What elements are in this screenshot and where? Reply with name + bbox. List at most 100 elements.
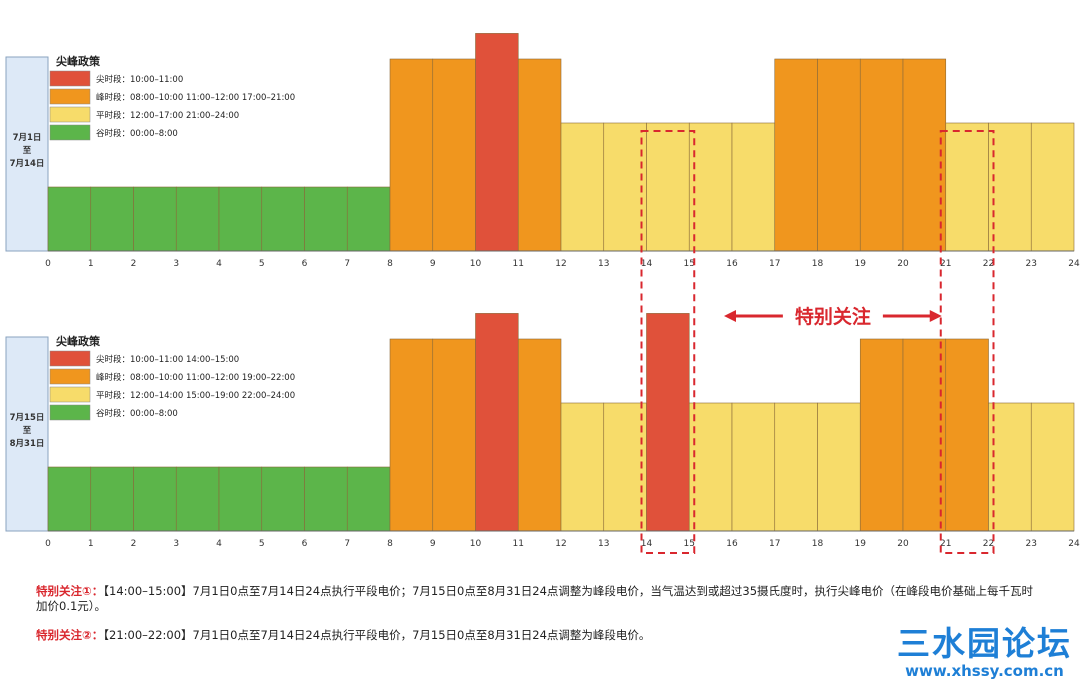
bar-hour-4	[218, 186, 263, 252]
x-tick-label: 0	[45, 259, 51, 269]
bar-hour-16	[731, 402, 776, 532]
annotation-arrow-left-head	[724, 310, 736, 322]
bar-hour-9	[432, 338, 476, 532]
bar-hour-18	[817, 402, 861, 532]
note-1-label: 特别关注①：	[36, 584, 104, 598]
bar-hour-13	[603, 122, 647, 252]
x-tick-label: 14	[641, 259, 653, 269]
x-tick-label: 6	[302, 259, 308, 269]
bar-hour-0	[47, 466, 92, 532]
legend-label-peak_top: 尖时段：10:00–11:00	[96, 74, 183, 85]
bar-hour-13	[603, 402, 647, 532]
x-tick-label: 23	[1026, 539, 1037, 549]
x-tick-label: 22	[983, 539, 994, 549]
bar-hour-22	[988, 122, 1032, 252]
bar-hour-3	[175, 186, 220, 252]
bar-hour-23	[1030, 122, 1075, 252]
bar-hour-20	[902, 338, 947, 532]
bar-hour-11	[517, 58, 562, 252]
period-label-line: 7月1日	[13, 133, 42, 143]
bar-hour-5	[261, 466, 305, 532]
bar-hour-1	[90, 466, 134, 532]
x-tick-label: 2	[131, 539, 137, 549]
legend-label-peak: 峰时段：08:00–10:00 11:00–12:00 17:00–21:00	[96, 92, 295, 103]
bar-hour-22	[988, 402, 1032, 532]
bar-hour-23	[1030, 402, 1075, 532]
watermark: 三水园论坛 www.xhssy.com.cn	[897, 624, 1072, 681]
note-2: 特别关注②：【21:00–22:00】7月1日0点至7月14日24点执行平段电价…	[36, 628, 1036, 643]
x-tick-label: 15	[684, 259, 695, 269]
bar-hour-7	[346, 186, 391, 252]
bar-hour-14	[646, 313, 690, 532]
watermark-brand: 三水园论坛	[897, 624, 1072, 663]
bar-hour-4	[218, 466, 263, 532]
note-2-label: 特别关注②：	[36, 628, 104, 642]
note-2-text: 【21:00–22:00】7月1日0点至7月14日24点执行平段电价，7月15日…	[103, 628, 651, 642]
x-tick-label: 15	[684, 539, 695, 549]
bar-hour-9	[432, 58, 476, 252]
notes-section: 特别关注①：【14:00–15:00】7月1日0点至7月14日24点执行平段电价…	[36, 584, 1036, 657]
x-tick-label: 12	[555, 539, 566, 549]
bar-hour-17	[774, 58, 818, 252]
bar-hour-6	[304, 466, 348, 532]
x-tick-label: 23	[1026, 259, 1037, 269]
legend-label-peak: 峰时段：08:00–10:00 11:00–12:00 19:00–22:00	[96, 372, 295, 383]
bar-hour-8	[389, 338, 434, 532]
x-tick-label: 11	[513, 259, 524, 269]
bar-hour-5	[261, 186, 305, 252]
x-tick-label: 7	[344, 539, 350, 549]
x-tick-label: 11	[513, 539, 524, 549]
panel-title: 尖峰政策	[56, 54, 101, 68]
x-tick-label: 20	[897, 539, 909, 549]
watermark-url: www.xhssy.com.cn	[905, 662, 1064, 680]
legend-swatch-valley	[49, 404, 91, 421]
x-tick-label: 3	[173, 539, 179, 549]
legend-label-flat: 平时段：12:00–17:00 21:00–24:00	[96, 110, 239, 121]
legend-label-peak_top: 尖时段：10:00–11:00 14:00–15:00	[96, 354, 239, 365]
x-tick-label: 9	[430, 539, 436, 549]
bar-hour-7	[346, 466, 391, 532]
note-1: 特别关注①：【14:00–15:00】7月1日0点至7月14日24点执行平段电价…	[36, 584, 1036, 614]
x-tick-label: 10	[470, 539, 482, 549]
legend-swatch-flat	[49, 386, 91, 403]
legend-swatch-peak_top	[49, 350, 91, 367]
bar-hour-19	[859, 58, 904, 252]
x-tick-label: 1	[88, 259, 94, 269]
highlight-box-1	[640, 130, 696, 554]
highlight-box-2	[939, 130, 995, 554]
bar-hour-1	[90, 186, 134, 252]
x-tick-label: 22	[983, 259, 994, 269]
period-box	[5, 56, 49, 252]
x-tick-label: 16	[726, 259, 738, 269]
bar-hour-10	[475, 313, 519, 532]
bar-hour-18	[817, 58, 861, 252]
x-tick-label: 8	[387, 259, 393, 269]
bar-hour-10	[475, 33, 519, 252]
x-tick-label: 8	[387, 539, 393, 549]
legend-swatch-peak_top	[49, 70, 91, 87]
bar-hour-15	[688, 402, 733, 532]
x-tick-label: 4	[216, 539, 222, 549]
bar-hour-0	[47, 186, 92, 252]
x-tick-label: 14	[641, 539, 653, 549]
x-tick-label: 13	[598, 259, 609, 269]
x-tick-label: 10	[470, 259, 482, 269]
x-tick-label: 3	[173, 259, 179, 269]
bar-hour-12	[560, 402, 605, 532]
x-tick-label: 7	[344, 259, 350, 269]
period-label-line: 至	[23, 146, 32, 156]
x-tick-label: 21	[940, 259, 951, 269]
bar-hour-19	[859, 338, 904, 532]
period-label-line: 至	[23, 426, 32, 436]
period-label-line: 7月15日	[10, 413, 45, 423]
panel-title: 尖峰政策	[56, 334, 101, 348]
bar-hour-8	[389, 58, 434, 252]
annotation-arrow-right-head	[929, 310, 942, 322]
x-tick-label: 18	[812, 259, 824, 269]
x-tick-label: 20	[897, 259, 909, 269]
x-tick-label: 19	[855, 259, 867, 269]
x-tick-label: 24	[1068, 539, 1080, 549]
bar-hour-15	[688, 122, 733, 252]
x-tick-label: 24	[1068, 259, 1080, 269]
